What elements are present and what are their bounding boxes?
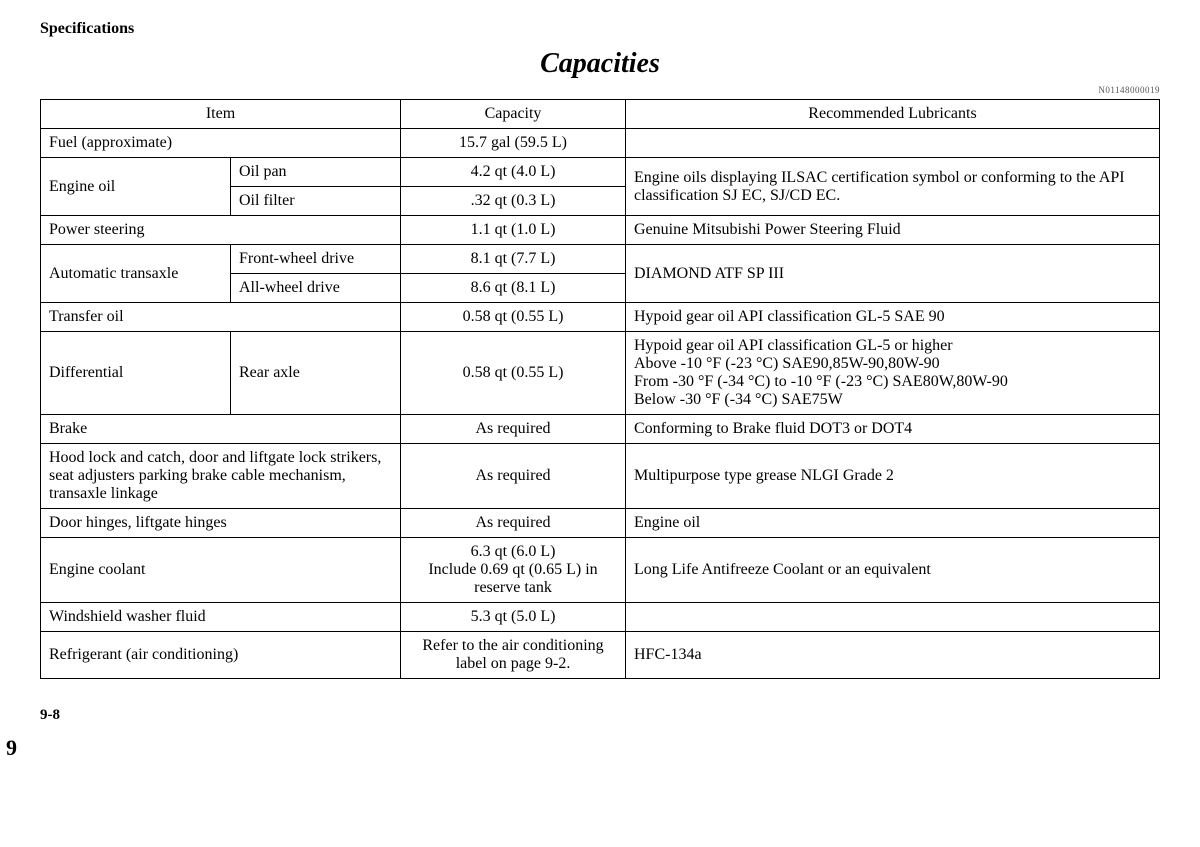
cell-lubricant: Engine oil: [626, 509, 1160, 538]
cell-item: Engine oil: [41, 158, 231, 216]
cell-item: Power steering: [41, 216, 401, 245]
chapter-number: 9: [6, 735, 17, 761]
cell-lubricant: HFC-134a: [626, 632, 1160, 679]
capacities-table: Item Capacity Recommended Lubricants Fue…: [40, 99, 1160, 679]
table-row: Power steering 1.1 qt (1.0 L) Genuine Mi…: [41, 216, 1160, 245]
cell-item: Transfer oil: [41, 303, 401, 332]
cell-capacity: 8.1 qt (7.7 L): [401, 245, 626, 274]
table-row: Engine coolant 6.3 qt (6.0 L) Include 0.…: [41, 538, 1160, 603]
document-code: N01148000019: [40, 85, 1160, 95]
cell-lubricant: Hypoid gear oil API classification GL-5 …: [626, 303, 1160, 332]
cell-subitem: Oil filter: [231, 187, 401, 216]
cell-item: Fuel (approximate): [41, 129, 401, 158]
section-header: Specifications: [40, 20, 1160, 38]
cell-lubricant: Genuine Mitsubishi Power Steering Fluid: [626, 216, 1160, 245]
cell-item: Hood lock and catch, door and liftgate l…: [41, 444, 401, 509]
cell-capacity: As required: [401, 509, 626, 538]
cell-item: Windshield washer fluid: [41, 603, 401, 632]
cell-lubricant: [626, 129, 1160, 158]
table-row: Fuel (approximate) 15.7 gal (59.5 L): [41, 129, 1160, 158]
cell-capacity: As required: [401, 444, 626, 509]
cell-capacity: 15.7 gal (59.5 L): [401, 129, 626, 158]
cell-subitem: Oil pan: [231, 158, 401, 187]
cell-capacity: .32 qt (0.3 L): [401, 187, 626, 216]
header-lubricants: Recommended Lubricants: [626, 100, 1160, 129]
cell-item: Engine coolant: [41, 538, 401, 603]
cell-item: Refrigerant (air conditioning): [41, 632, 401, 679]
cell-lubricant: Hypoid gear oil API classification GL-5 …: [626, 332, 1160, 415]
cell-capacity: As required: [401, 415, 626, 444]
cell-capacity: 6.3 qt (6.0 L) Include 0.69 qt (0.65 L) …: [401, 538, 626, 603]
table-row: Transfer oil 0.58 qt (0.55 L) Hypoid gea…: [41, 303, 1160, 332]
cell-item: Door hinges, liftgate hinges: [41, 509, 401, 538]
cell-capacity: Refer to the air conditioning label on p…: [401, 632, 626, 679]
cell-lubricant: [626, 603, 1160, 632]
cell-subitem: Rear axle: [231, 332, 401, 415]
cell-item: Differential: [41, 332, 231, 415]
cell-subitem: All-wheel drive: [231, 274, 401, 303]
page-number: 9-8: [40, 707, 1160, 724]
cell-item: Automatic transaxle: [41, 245, 231, 303]
cell-lubricant: DIAMOND ATF SP III: [626, 245, 1160, 303]
table-row: Refrigerant (air conditioning) Refer to …: [41, 632, 1160, 679]
table-row: Brake As required Conforming to Brake fl…: [41, 415, 1160, 444]
cell-lubricant: Long Life Antifreeze Coolant or an equiv…: [626, 538, 1160, 603]
table-row: Differential Rear axle 0.58 qt (0.55 L) …: [41, 332, 1160, 415]
cell-capacity: 5.3 qt (5.0 L): [401, 603, 626, 632]
table-row: Automatic transaxle Front-wheel drive 8.…: [41, 245, 1160, 274]
table-row: Windshield washer fluid 5.3 qt (5.0 L): [41, 603, 1160, 632]
table-row: Engine oil Oil pan 4.2 qt (4.0 L) Engine…: [41, 158, 1160, 187]
cell-subitem: Front-wheel drive: [231, 245, 401, 274]
cell-lubricant: Multipurpose type grease NLGI Grade 2: [626, 444, 1160, 509]
cell-capacity: 8.6 qt (8.1 L): [401, 274, 626, 303]
table-row: Door hinges, liftgate hinges As required…: [41, 509, 1160, 538]
cell-item: Brake: [41, 415, 401, 444]
header-capacity: Capacity: [401, 100, 626, 129]
cell-lubricant: Engine oils displaying ILSAC certificati…: [626, 158, 1160, 216]
table-header-row: Item Capacity Recommended Lubricants: [41, 100, 1160, 129]
cell-capacity: 1.1 qt (1.0 L): [401, 216, 626, 245]
header-item: Item: [41, 100, 401, 129]
cell-capacity: 0.58 qt (0.55 L): [401, 332, 626, 415]
cell-lubricant: Conforming to Brake fluid DOT3 or DOT4: [626, 415, 1160, 444]
cell-capacity: 0.58 qt (0.55 L): [401, 303, 626, 332]
cell-capacity: 4.2 qt (4.0 L): [401, 158, 626, 187]
table-row: Hood lock and catch, door and liftgate l…: [41, 444, 1160, 509]
page-title: Capacities: [40, 48, 1160, 80]
